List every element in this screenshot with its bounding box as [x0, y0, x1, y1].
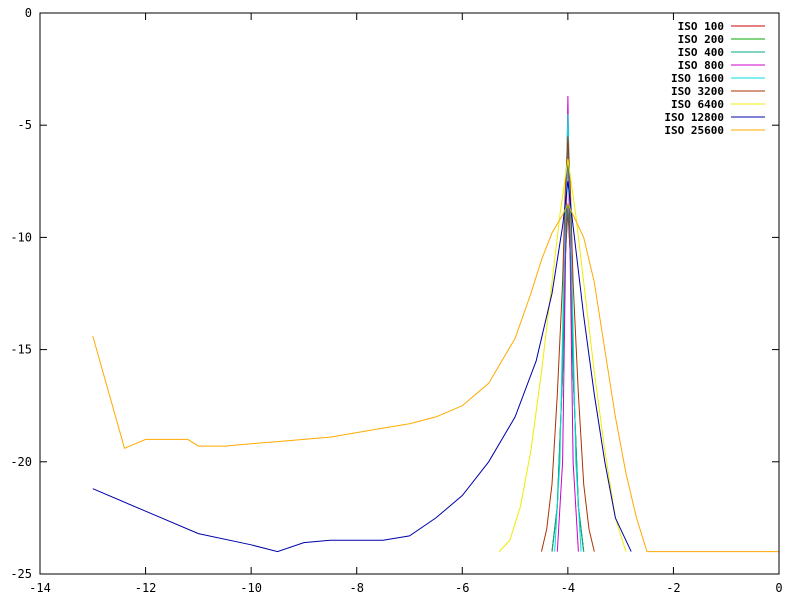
y-tick-label: -10 — [10, 230, 32, 244]
series-line-iso-400 — [551, 147, 585, 552]
y-tick-label: -20 — [10, 455, 32, 469]
axis-ticks — [39, 12, 780, 575]
series-line-iso-1600 — [554, 113, 582, 552]
y-tick-label: -15 — [10, 343, 32, 357]
legend-label: ISO 100 — [678, 20, 724, 33]
legend-label: ISO 200 — [678, 33, 724, 46]
plot-series — [92, 95, 779, 553]
x-tick-label: -8 — [349, 581, 363, 595]
x-tick-label: 0 — [775, 581, 782, 595]
series-line-iso-3200 — [541, 136, 595, 552]
series-line-iso-6400 — [498, 158, 627, 552]
y-tick-label: -25 — [10, 567, 32, 581]
x-tick-label: -10 — [240, 581, 262, 595]
x-tick-label: -6 — [455, 581, 469, 595]
x-tick-label: -4 — [561, 581, 575, 595]
legend-label: ISO 400 — [678, 46, 724, 59]
series-line-iso-800 — [556, 95, 579, 552]
series-line-iso-200 — [551, 203, 585, 552]
y-tick-label: -5 — [18, 118, 32, 132]
series-line-iso-12800 — [92, 181, 632, 553]
legend-label: ISO 12800 — [664, 111, 724, 124]
x-tick-label: -2 — [666, 581, 680, 595]
axis-labels: -14 -12 -10 -8 -6 -4 -2 00-5-10-15-20-25 — [10, 6, 782, 595]
legend-label: ISO 25600 — [664, 124, 724, 137]
x-tick-label: -14 — [29, 581, 51, 595]
legend-label: ISO 6400 — [671, 98, 724, 111]
legend-label: ISO 800 — [678, 59, 724, 72]
x-tick-label: -12 — [135, 581, 157, 595]
series-line-iso-25600 — [92, 202, 779, 553]
legend-label: ISO 3200 — [671, 85, 724, 98]
legend-label: ISO 1600 — [671, 72, 724, 85]
plot-frame — [39, 12, 780, 575]
y-tick-label: 0 — [25, 6, 32, 20]
